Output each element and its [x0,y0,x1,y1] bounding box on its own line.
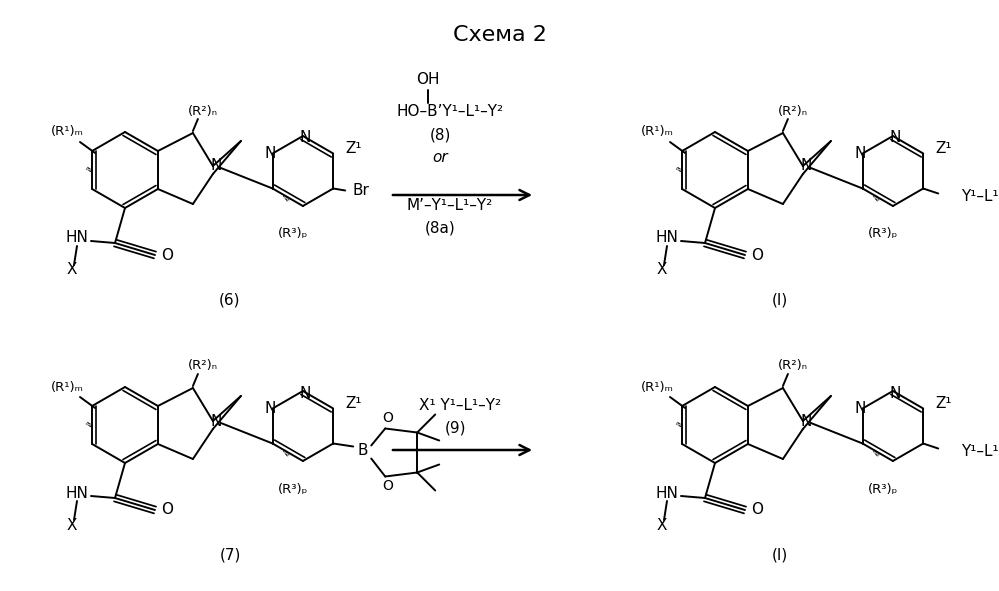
Text: HN: HN [655,230,678,245]
Text: (R¹)ₘ: (R¹)ₘ [640,381,673,394]
Text: Y¹–L¹–Y²: Y¹–L¹–Y² [961,444,999,459]
Text: M’–Y¹–L¹–Y²: M’–Y¹–L¹–Y² [407,197,494,213]
Text: Y¹–L¹–Y²: Y¹–L¹–Y² [961,189,999,204]
Text: N: N [210,158,222,174]
Text: O: O [751,248,763,262]
Text: HO–B’Y¹–L¹–Y²: HO–B’Y¹–L¹–Y² [397,105,503,119]
Text: ≈: ≈ [868,447,881,461]
Text: Z¹: Z¹ [345,396,362,411]
Text: O: O [161,502,173,518]
Text: (R³)ₚ: (R³)ₚ [868,482,898,495]
Text: X: X [656,262,667,278]
Text: Z¹: Z¹ [345,141,362,156]
Text: (I): (I) [772,293,788,307]
Text: (R³)ₚ: (R³)ₚ [278,228,308,241]
Text: ≈: ≈ [278,447,292,461]
Text: N: N [265,401,277,416]
Text: ≈: ≈ [82,163,95,177]
Text: (R²)ₙ: (R²)ₙ [778,359,808,372]
Text: OH: OH [417,73,440,87]
Text: N: N [800,158,811,174]
Text: or: or [433,151,448,165]
Text: O: O [751,502,763,518]
Text: O: O [382,411,393,426]
Text: N: N [889,385,900,401]
Text: ≈: ≈ [671,418,684,431]
Text: ≈: ≈ [868,193,881,206]
Text: (R²)ₙ: (R²)ₙ [188,359,218,372]
Text: N: N [210,414,222,428]
Text: (R¹)ₘ: (R¹)ₘ [640,125,673,138]
Text: B: B [358,443,369,458]
Text: HN: HN [66,485,89,501]
Text: X: X [656,518,667,532]
Text: Br: Br [353,183,370,198]
Text: HN: HN [66,230,89,245]
Text: (8): (8) [430,128,451,142]
Text: N: N [855,146,866,161]
Text: ≈: ≈ [671,163,684,177]
Text: (R³)ₚ: (R³)ₚ [278,482,308,495]
Text: ≈: ≈ [82,418,95,431]
Text: (I): (I) [772,547,788,563]
Text: (6): (6) [219,293,241,307]
Text: X: X [67,518,77,532]
Text: Z¹: Z¹ [935,141,951,156]
Text: (7): (7) [220,547,241,563]
Text: HN: HN [655,485,678,501]
Text: N: N [300,131,311,145]
Text: (R²)ₙ: (R²)ₙ [188,105,218,118]
Text: X: X [67,262,77,278]
Text: (R¹)ₘ: (R¹)ₘ [51,125,84,138]
Text: (9): (9) [445,421,466,436]
Text: Схема 2: Схема 2 [453,25,546,45]
Text: (8a): (8a) [425,220,456,235]
Text: N: N [300,385,311,401]
Text: (R³)ₚ: (R³)ₚ [868,228,898,241]
Text: Z¹: Z¹ [935,396,951,411]
Text: ≈: ≈ [278,193,292,206]
Text: N: N [855,401,866,416]
Text: X¹ Y¹–L¹–Y²: X¹ Y¹–L¹–Y² [419,398,501,413]
Text: (R¹)ₘ: (R¹)ₘ [51,381,84,394]
Text: N: N [889,131,900,145]
Text: N: N [800,414,811,428]
Text: O: O [382,479,393,493]
Text: (R²)ₙ: (R²)ₙ [778,105,808,118]
Text: O: O [161,248,173,262]
Text: N: N [265,146,277,161]
